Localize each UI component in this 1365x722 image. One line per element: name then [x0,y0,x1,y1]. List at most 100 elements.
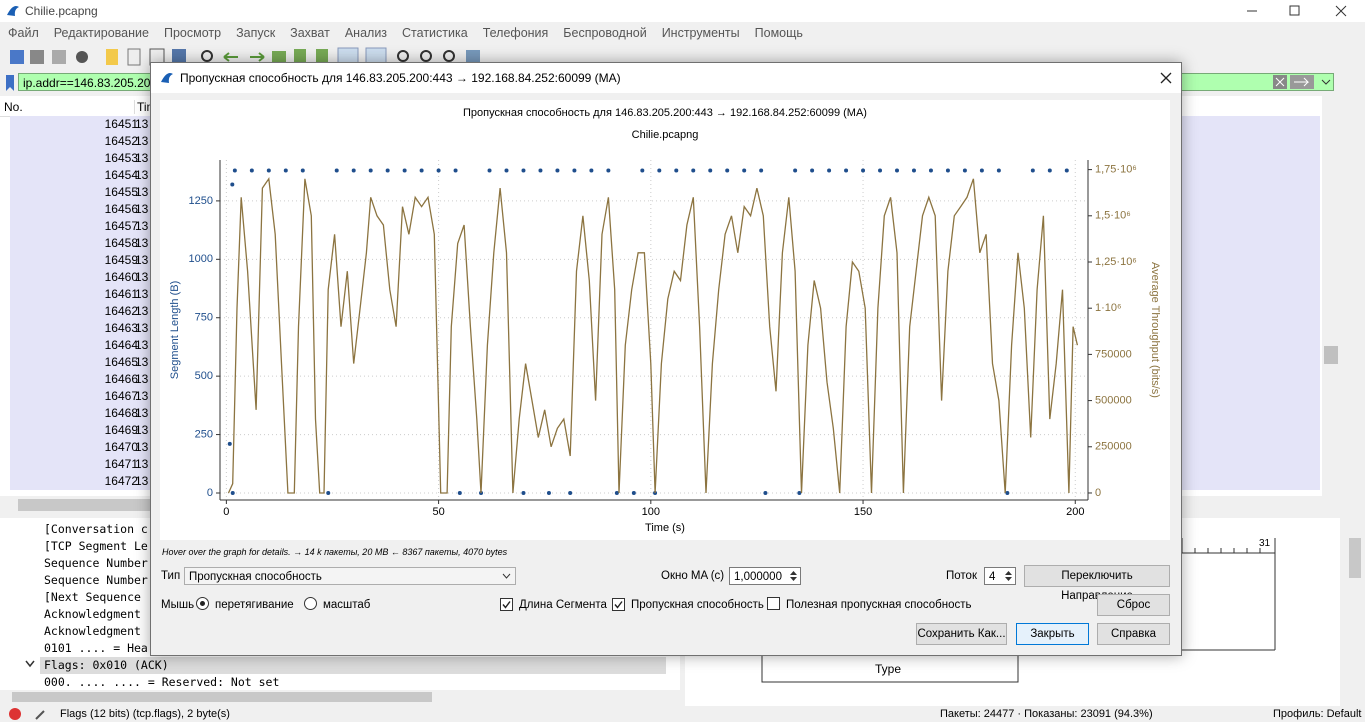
switch-direction-button[interactable]: Переключить Направление [1024,565,1170,602]
packet-time: 13 [135,270,149,284]
vertical-scrollbar[interactable] [1322,96,1340,496]
detail-line[interactable]: 000. .... .... = Reserved: Not set [44,675,280,689]
packet-number: 16471 [104,457,138,471]
menu-item[interactable]: Помощь [754,26,803,40]
radio-option[interactable]: перетягивание [196,595,294,615]
dialog-button[interactable]: Справка [1097,623,1170,645]
packet-time: 13 [135,287,149,301]
detail-line[interactable]: [TCP Segment Le [44,539,148,553]
checkbox-option[interactable]: Длина Сегмента [500,595,607,615]
menu-item[interactable]: Редактирование [53,26,149,40]
expand-arrow[interactable] [24,658,36,670]
detail-line[interactable]: Acknowledgment [44,607,141,621]
segment-point [1030,168,1035,173]
diagram-lines [761,538,1276,683]
detail-line[interactable]: Acknowledgment [44,624,141,638]
packet-number: 16453 [104,151,138,165]
segment-point [504,168,509,173]
segment-point [457,490,462,495]
checkbox[interactable] [500,598,513,611]
segment-point [742,168,747,173]
packet-time: 13 [135,168,149,182]
menu-item[interactable]: Захват [290,26,330,40]
segment-point [385,168,390,173]
packet-number: 16461 [104,287,138,301]
type-combobox[interactable]: Пропускная способность [184,567,516,585]
status-profile[interactable]: Профиль: Default [1273,708,1362,720]
segment-point [521,168,526,173]
status-field: Flags (12 bits) (tcp.flags), 2 byte(s) [60,708,230,720]
packet-time: 13 [135,134,149,148]
detail-line[interactable]: [Conversation c [44,522,148,536]
detail-line[interactable]: 0101 .... = Hea [44,641,148,655]
details-scrollbar[interactable] [0,690,680,704]
segment-point [572,168,577,173]
radio-button[interactable] [304,597,317,610]
segment-point [589,168,594,173]
segment-point [232,168,237,173]
packet-time: 13 [135,406,149,420]
radio-label: масштаб [323,599,371,611]
checkbox-option[interactable]: Пропускная способность [612,595,764,615]
dialog-button[interactable]: Закрыть [1016,623,1089,645]
menu-item[interactable]: Беспроводной [563,26,647,40]
ma-label: Окно MA (с) [661,570,725,582]
y2-tick-label: 1,75·10⁶ [1095,164,1137,176]
detail-line[interactable]: [Next Sequence [44,590,141,604]
type-label: Тип [161,570,181,582]
dialog-button[interactable]: Сохранить Как... [916,623,1007,645]
y2-tick-label: 1,5·10⁶ [1095,210,1131,222]
segment-point [230,490,235,495]
menu-item[interactable]: Телефония [482,26,549,40]
y2-axis-label: Average Throughput (bits/s) [1149,262,1161,398]
close-button[interactable] [1159,71,1173,85]
reset-button[interactable]: Сброс [1097,594,1170,616]
checkbox-option[interactable]: Полезная пропускная способность [767,595,972,615]
packet-number: 16452 [104,134,138,148]
detail-line[interactable]: Sequence Number [44,573,148,587]
diagram-scrollbar[interactable] [1347,518,1363,706]
segment-point [640,168,645,173]
ma-spinbox[interactable]: 1,000000 [729,567,801,585]
status-bar: Flags (12 bits) (tcp.flags), 2 byte(s) П… [0,706,1365,722]
filter-buttons[interactable] [1272,74,1340,92]
throughput-dialog: Пропускная способность для 146.83.205.20… [150,62,1182,656]
status-icons[interactable] [8,708,48,721]
window-controls[interactable] [1230,0,1365,22]
packet-number: 16458 [104,236,138,250]
segment-point [1005,490,1010,495]
radio-button[interactable] [196,597,209,610]
segment-point [979,168,984,173]
segment-point [928,168,933,173]
chart[interactable]: Пропускная способность для 146.83.205.20… [160,100,1170,540]
stream-spinbox[interactable]: 4 [984,567,1016,585]
status-packets: Пакеты: 24477 · Показаны: 23091 (94.3%) [940,708,1153,720]
packet-number: 16451 [104,117,138,131]
detail-line[interactable]: Flags: 0x010 (ACK) [40,657,666,674]
bookmark-icon[interactable] [4,74,16,92]
toolbar[interactable] [0,45,500,69]
checkbox[interactable] [767,597,780,610]
diagram-field[interactable]: Type [875,662,902,676]
menu-item[interactable]: Инструменты [661,26,740,40]
segment-point [555,168,560,173]
checkbox-label: Пропускная способность [631,599,764,611]
segment-point [691,168,696,173]
detail-line[interactable]: Sequence Number [44,556,148,570]
y-tick-label: 750 [195,312,213,324]
menu-item[interactable]: Статистика [402,26,468,40]
menu-item[interactable]: Файл [8,26,39,40]
menu-item[interactable]: Запуск [236,26,276,40]
menu-item[interactable]: Анализ [344,26,388,40]
packet-time: 13 [135,236,149,250]
column-header[interactable]: No. [4,100,23,114]
radio-option[interactable]: масштаб [304,595,370,615]
menu-item[interactable]: Просмотр [163,26,222,40]
packet-time: 13 [135,219,149,233]
segment-point [419,168,424,173]
ma-value: 1,000000 [734,571,782,583]
app-icon [7,6,19,16]
packet-number: 16459 [104,253,138,267]
checkbox[interactable] [612,598,625,611]
segment-point [1047,168,1052,173]
